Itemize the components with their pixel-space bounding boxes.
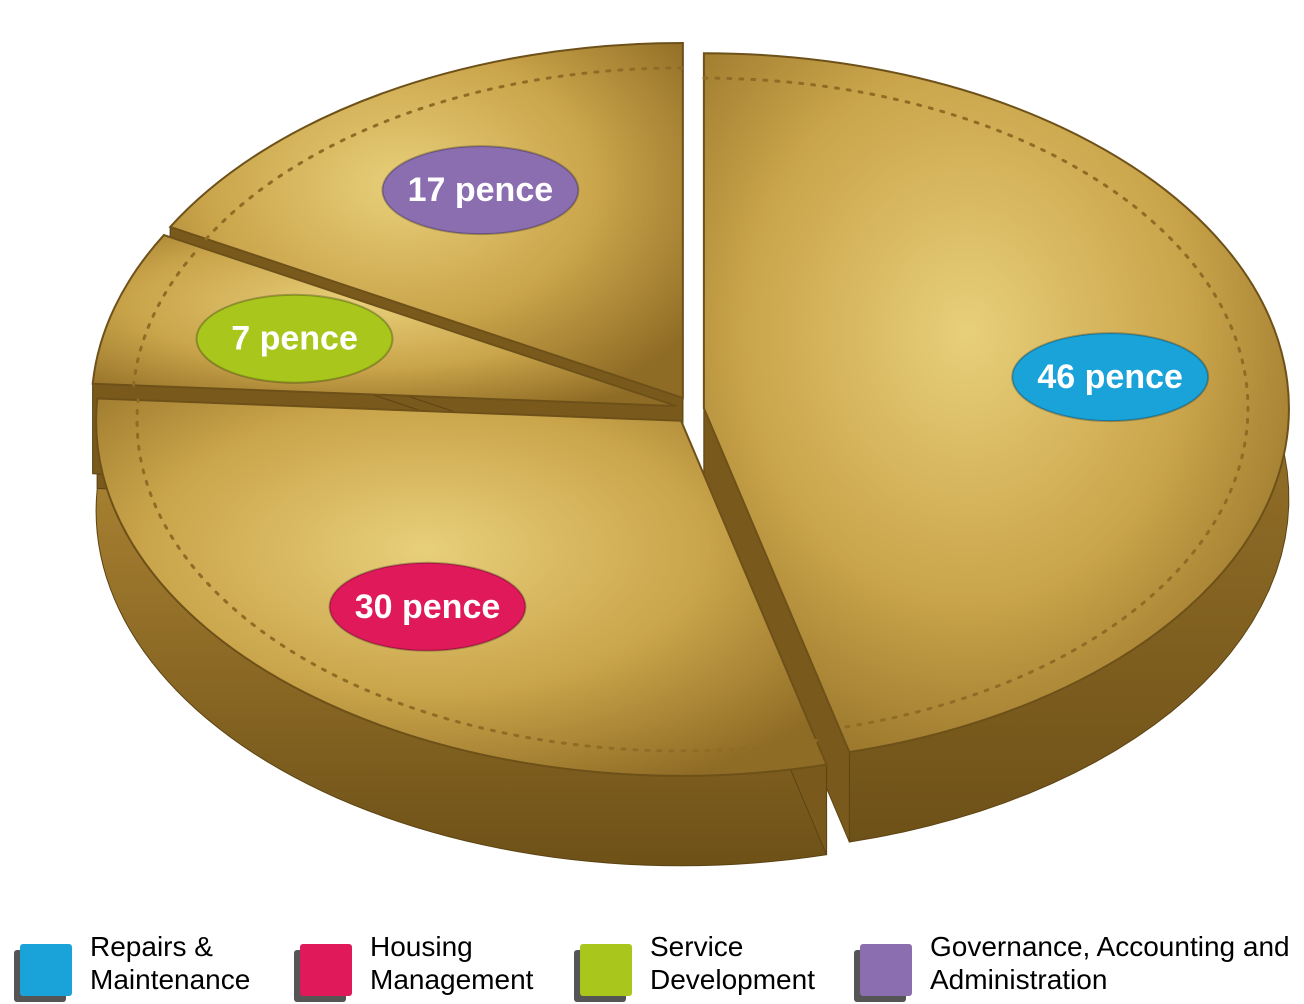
value-label: 46 pence xyxy=(1037,358,1183,396)
value-label: 7 pence xyxy=(231,320,358,358)
legend-item: Governance, Accounting and Administratio… xyxy=(860,930,1304,996)
legend-swatch xyxy=(20,944,72,996)
legend-label: Housing Management xyxy=(370,930,570,996)
value-label: 17 pence xyxy=(408,171,554,209)
legend-swatch xyxy=(580,944,632,996)
legend-item: Service Development xyxy=(580,930,870,996)
legend-label: Governance, Accounting and Administratio… xyxy=(930,930,1304,996)
page: {"chart_data": {"type": "pie", "categori… xyxy=(0,0,1304,1004)
legend-item: Housing Management xyxy=(300,930,570,996)
legend-label: Service Development xyxy=(650,930,870,996)
legend-swatch xyxy=(860,944,912,996)
legend-swatch xyxy=(300,944,352,996)
legend: Repairs & Maintenance Housing Management S… xyxy=(0,930,1304,1004)
chart: 46 pence 30 pence 7 pence 17 pence xyxy=(0,0,1304,930)
value-label: 30 pence xyxy=(355,588,501,626)
legend-item: Repairs & Maintenance xyxy=(20,930,290,996)
legend-label: Repairs & Maintenance xyxy=(90,930,290,996)
